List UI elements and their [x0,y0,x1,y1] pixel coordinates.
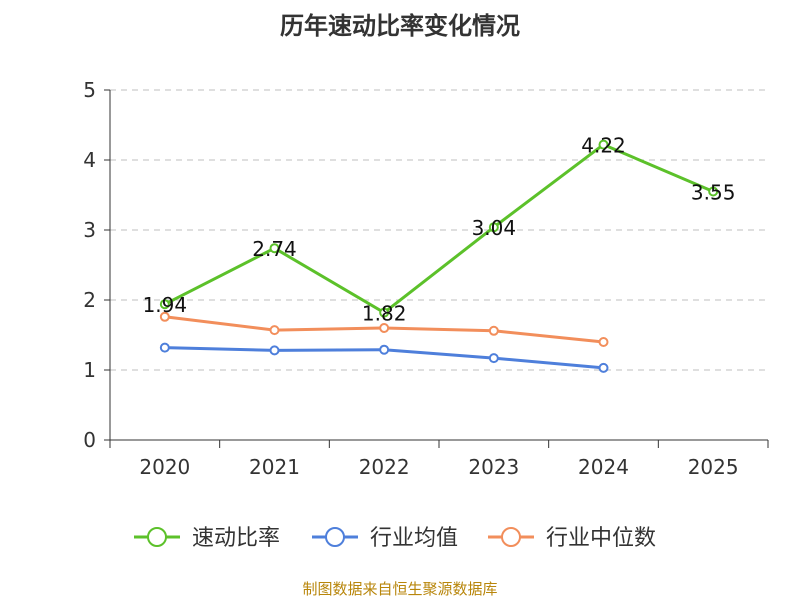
x-tick-label: 2024 [578,455,629,479]
legend-label: 速动比率 [192,526,280,551]
legend-marker [501,527,521,547]
data-label: 1.82 [362,302,407,326]
data-point [708,186,719,197]
data-point [379,307,390,318]
y-tick-label: 5 [83,78,96,102]
x-tick-label: 2025 [688,455,739,479]
data-point [488,325,499,336]
legend-label: 行业均值 [370,526,458,551]
series-line [164,143,714,315]
data-point [159,299,170,310]
data-point [269,325,280,336]
data-point [598,337,609,347]
data-label: 2.74 [252,237,297,261]
x-tick-label: 2022 [359,455,410,479]
data-point [379,344,390,355]
chart-title: 历年速动比率变化情况 [280,12,520,40]
legend-marker [147,527,167,547]
data-label: 1.94 [143,293,188,317]
data-label: 3.04 [472,216,517,240]
data-point [598,362,609,373]
y-tick-label: 1 [83,358,96,382]
data-point [598,139,609,150]
data-label: 4.22 [581,134,626,158]
data-point [488,222,499,233]
y-tick-label: 2 [83,288,96,312]
legend-label: 行业中位数 [546,526,656,551]
x-tick-label: 2021 [249,455,300,479]
data-point [269,243,280,254]
legend-marker [325,527,345,547]
data-point [159,311,170,322]
data-point [488,353,499,364]
data-point [269,345,280,356]
x-tick-label: 2020 [139,455,190,479]
data-point [379,323,390,333]
x-tick-label: 2023 [468,455,519,479]
y-tick-label: 4 [83,148,96,172]
y-tick-label: 0 [83,428,96,452]
data-label: 3.55 [691,181,736,205]
chart-source: 制图数据来自恒生聚源数据库 [302,580,498,598]
data-point [159,342,170,353]
y-tick-label: 3 [83,218,96,242]
